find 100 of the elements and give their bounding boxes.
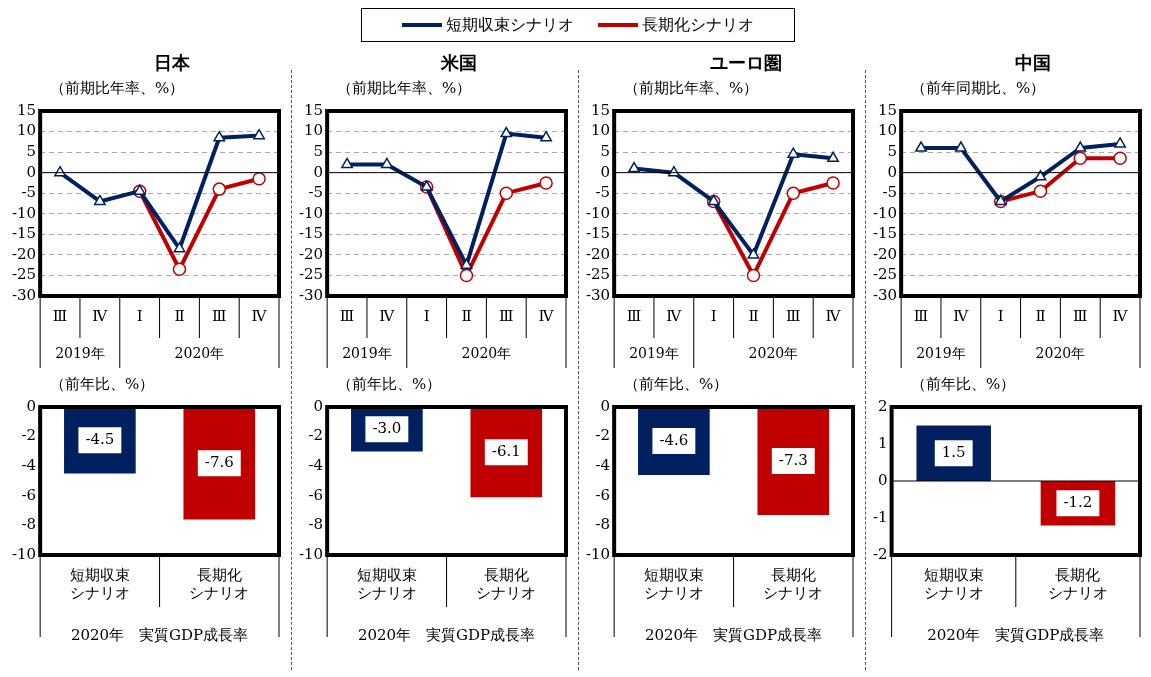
point xyxy=(380,157,393,169)
y-tick-label: -20 xyxy=(586,244,611,263)
text: 2020年 xyxy=(461,344,512,361)
y-tick-label: 15 xyxy=(878,100,898,119)
y-tick-label: -15 xyxy=(586,224,611,243)
y-tick-label: -4 xyxy=(21,456,37,475)
text: 2020年 xyxy=(174,344,225,361)
point xyxy=(1034,170,1047,181)
x-axis-title: 2020年 実質GDP成長率 xyxy=(644,625,823,644)
data-label: -1.2 xyxy=(1063,493,1093,512)
x-tick-label: 短期収束シナリオ xyxy=(923,565,984,602)
x-tick-label: Ⅳ xyxy=(251,306,268,325)
x-tick-label: 短期収束シナリオ xyxy=(643,565,704,602)
x-tick-label: Ⅳ xyxy=(666,306,683,325)
y-tick-label: -6 xyxy=(21,485,37,504)
point xyxy=(827,151,840,163)
y-axis-title: （前年比、%） xyxy=(336,374,443,394)
y-axis-title: （前年同期比、%） xyxy=(910,78,1047,98)
y-tick-label: -30 xyxy=(873,285,898,304)
y-tick-label: -6 xyxy=(308,485,324,504)
y-tick-label: -2 xyxy=(21,426,37,445)
y-tick-label: -30 xyxy=(12,285,37,304)
y-axis-title: （前年比、%） xyxy=(49,374,156,394)
x-tick-label: Ⅱ xyxy=(461,306,472,325)
y-tick-label: 5 xyxy=(26,142,37,160)
y-tick-label: -25 xyxy=(299,265,324,284)
y-axis-title: （前期比年率、%） xyxy=(623,78,760,98)
y-tick-label: -2 xyxy=(872,544,888,563)
y-tick-label: -30 xyxy=(586,285,611,304)
x-tick-label: Ⅲ xyxy=(1073,306,1088,325)
y-tick-label: 15 xyxy=(17,100,37,119)
point xyxy=(954,141,967,152)
x-tick-label: Ⅲ xyxy=(52,306,68,325)
y-tick-label: -8 xyxy=(308,515,324,534)
point xyxy=(499,186,514,200)
point xyxy=(786,186,801,200)
y-tick-label: 5 xyxy=(887,142,898,160)
y-tick-label: 0 xyxy=(313,162,324,181)
y-tick-label: 0 xyxy=(26,396,37,415)
y-tick-label: 10 xyxy=(304,121,324,140)
data-label: -3.0 xyxy=(372,419,402,438)
y-tick-label: 1 xyxy=(878,433,888,452)
data-label: -7.3 xyxy=(778,450,808,469)
point xyxy=(1114,137,1127,148)
y-tick-label: -10 xyxy=(299,203,324,222)
chart-title: 中国 xyxy=(1013,51,1052,75)
point xyxy=(213,130,226,142)
point xyxy=(459,268,474,283)
point xyxy=(747,248,760,259)
x-tick-label: Ⅰ xyxy=(997,306,1004,325)
y-tick-label: 0 xyxy=(26,162,37,181)
x-tick-label: Ⅰ xyxy=(710,306,717,325)
x-tick-label: 長期化シナリオ xyxy=(763,565,824,602)
y-tick-label: 5 xyxy=(313,142,324,160)
point xyxy=(253,128,266,140)
point xyxy=(93,194,106,206)
point xyxy=(460,258,473,269)
y-tick-label: 10 xyxy=(878,121,898,140)
y-tick-label: -4 xyxy=(595,456,611,475)
x-tick-label: Ⅲ xyxy=(626,306,642,325)
y-tick-label: -5 xyxy=(21,183,37,202)
x-axis-title: 2020年 実質GDP成長率 xyxy=(927,625,1105,644)
x-tick-label: Ⅲ xyxy=(913,306,929,325)
x-tick-label: Ⅳ xyxy=(538,306,555,325)
x-tick-label: Ⅰ xyxy=(423,306,430,325)
x-tick-label: Ⅳ xyxy=(953,306,970,325)
point xyxy=(341,157,354,169)
data-label: -4.5 xyxy=(85,430,115,449)
y-tick-label: 15 xyxy=(304,100,324,119)
legend-label: 長期化シナリオ xyxy=(642,14,754,36)
y-tick-label: 0 xyxy=(878,470,888,489)
y-tick-label: -10 xyxy=(586,203,611,222)
x-tick-label: Ⅳ xyxy=(92,306,109,325)
point xyxy=(826,176,840,190)
x-tick-label: Ⅳ xyxy=(1112,306,1129,325)
y-tick-label: -15 xyxy=(873,224,898,243)
y-tick-label: -10 xyxy=(12,203,37,222)
y-tick-label: -20 xyxy=(299,244,324,263)
y-axis-title: （前年比、%） xyxy=(623,374,730,394)
data-label: -7.6 xyxy=(204,453,234,472)
x-tick-label: Ⅱ xyxy=(1035,306,1046,325)
data-label: -4.6 xyxy=(659,430,689,449)
point xyxy=(172,262,187,277)
y-tick-label: -4 xyxy=(308,456,324,475)
point xyxy=(539,176,553,190)
x-tick-label: 短期収束シナリオ xyxy=(69,565,130,602)
point xyxy=(787,147,800,158)
x-tick-label: 長期化シナリオ xyxy=(1047,565,1108,602)
point xyxy=(173,241,186,253)
y-axis-title: （前年比、%） xyxy=(910,374,1017,394)
x-tick-label: Ⅱ xyxy=(748,306,759,325)
y-tick-label: -20 xyxy=(12,244,37,263)
text: 2019年 xyxy=(55,344,105,361)
y-tick-label: 10 xyxy=(591,121,611,140)
x-tick-label: 長期化シナリオ xyxy=(189,565,250,602)
point xyxy=(628,161,641,173)
y-tick-label: 15 xyxy=(591,100,611,119)
y-tick-label: -5 xyxy=(882,183,898,202)
y-tick-label: -25 xyxy=(586,265,611,284)
y-tick-label: 0 xyxy=(313,396,324,415)
